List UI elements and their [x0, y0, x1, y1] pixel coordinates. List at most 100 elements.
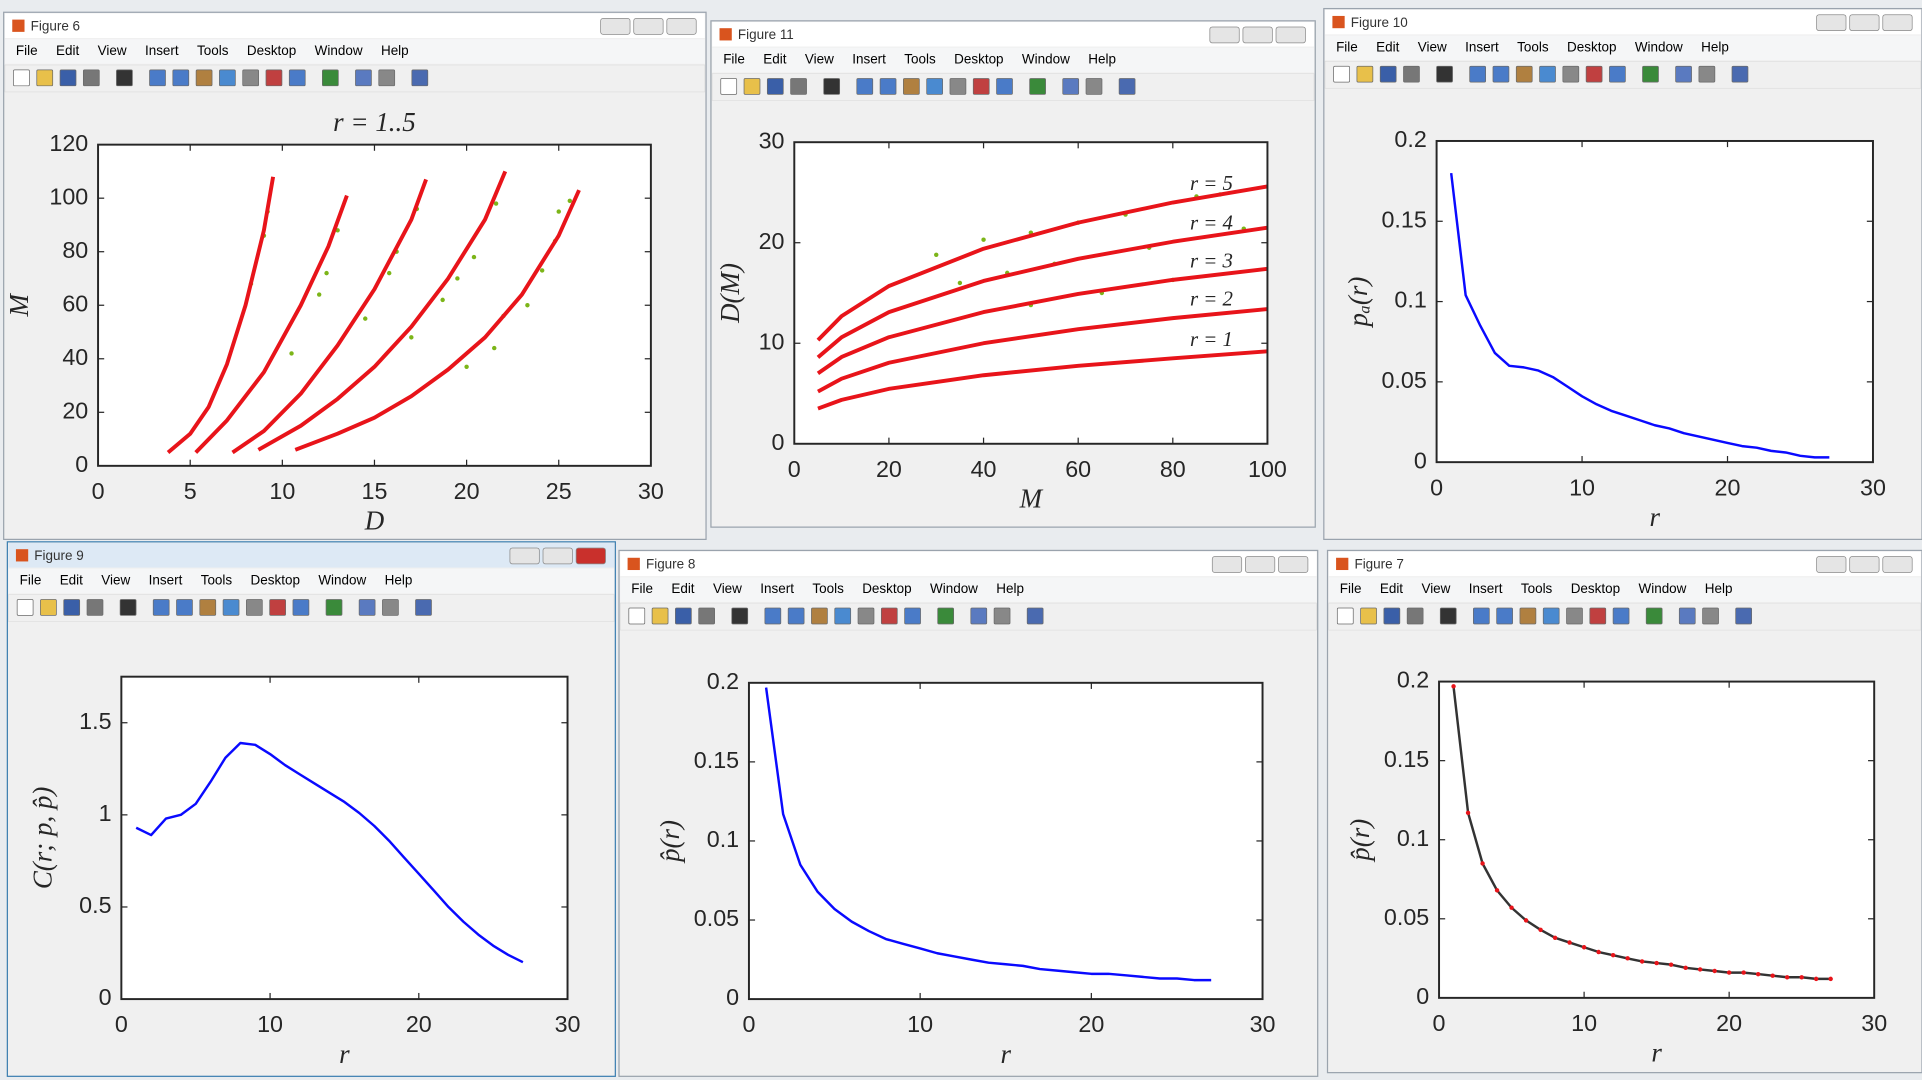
menu-item[interactable]: File — [1336, 39, 1358, 54]
toolbar-button[interactable] — [996, 78, 1013, 95]
toolbar-button[interactable] — [292, 599, 310, 616]
toolbar-button[interactable] — [937, 607, 955, 625]
toolbar-button[interactable] — [269, 599, 286, 616]
toolbar-button[interactable] — [1735, 607, 1752, 625]
toolbar-button[interactable] — [628, 607, 646, 625]
menu-item[interactable]: View — [713, 581, 742, 596]
toolbar-button[interactable] — [879, 78, 897, 95]
menu-item[interactable]: Help — [385, 573, 413, 588]
toolbar-button[interactable] — [1731, 65, 1749, 83]
menu-item[interactable]: Insert — [145, 43, 179, 58]
toolbar-button[interactable] — [355, 69, 372, 87]
toolbar-button[interactable] — [1566, 607, 1583, 625]
menu-item[interactable]: Edit — [763, 52, 786, 67]
toolbar-button[interactable] — [834, 607, 852, 625]
menu-item[interactable]: View — [1418, 39, 1447, 54]
toolbar-button[interactable] — [63, 599, 81, 616]
toolbar-button[interactable] — [1062, 78, 1080, 95]
toolbar-button[interactable] — [149, 69, 166, 87]
toolbar-button[interactable] — [993, 607, 1011, 625]
menu-item[interactable]: Desktop — [1571, 581, 1620, 596]
toolbar-button[interactable] — [1436, 65, 1453, 83]
menu-item[interactable]: Help — [996, 581, 1024, 596]
menu-item[interactable]: View — [98, 43, 127, 58]
toolbar-button[interactable] — [1439, 607, 1457, 625]
toolbar-button[interactable] — [382, 599, 399, 616]
menu-item[interactable]: View — [101, 573, 130, 588]
toolbar-button[interactable] — [1539, 65, 1556, 83]
menu-item[interactable]: View — [1421, 581, 1450, 596]
close-button[interactable] — [1882, 14, 1913, 32]
toolbar-button[interactable] — [86, 599, 104, 616]
toolbar-button[interactable] — [1562, 65, 1580, 83]
toolbar-button[interactable] — [1698, 65, 1716, 83]
menu-item[interactable]: Edit — [671, 581, 694, 596]
toolbar-button[interactable] — [1542, 607, 1560, 625]
menu-item[interactable]: Help — [381, 43, 409, 58]
maximize-button[interactable] — [1849, 14, 1880, 32]
maximize-button[interactable] — [1849, 556, 1880, 573]
menu-item[interactable]: File — [16, 43, 38, 58]
menu-item[interactable]: Help — [1701, 39, 1729, 54]
toolbar-button[interactable] — [40, 599, 57, 616]
toolbar-button[interactable] — [82, 69, 100, 87]
toolbar-button[interactable] — [119, 599, 137, 616]
toolbar-button[interactable] — [903, 78, 920, 95]
toolbar-button[interactable] — [265, 69, 283, 87]
toolbar-button[interactable] — [322, 69, 339, 87]
menu-item[interactable]: Help — [1705, 581, 1733, 596]
menu-item[interactable]: Window — [315, 43, 363, 58]
toolbar-button[interactable] — [59, 69, 77, 87]
toolbar-button[interactable] — [176, 599, 193, 616]
close-button[interactable] — [575, 547, 606, 565]
menu-item[interactable]: Insert — [1469, 581, 1503, 596]
toolbar-button[interactable] — [811, 607, 828, 625]
toolbar-button[interactable] — [823, 78, 841, 95]
menu-item[interactable]: Tools — [1517, 39, 1549, 54]
toolbar-button[interactable] — [1026, 607, 1044, 625]
toolbar-button[interactable] — [411, 69, 429, 87]
menu-item[interactable]: Edit — [1376, 39, 1399, 54]
toolbar-button[interactable] — [1519, 607, 1537, 625]
toolbar-button[interactable] — [698, 607, 715, 625]
toolbar-button[interactable] — [219, 69, 236, 87]
menu-item[interactable]: Edit — [60, 573, 83, 588]
toolbar-button[interactable] — [13, 69, 30, 87]
toolbar-button[interactable] — [16, 599, 34, 616]
toolbar-button[interactable] — [1675, 65, 1692, 83]
toolbar-button[interactable] — [1589, 607, 1607, 625]
toolbar-button[interactable] — [1085, 78, 1103, 95]
toolbar-button[interactable] — [949, 78, 967, 95]
toolbar-button[interactable] — [731, 607, 749, 625]
toolbar-button[interactable] — [1403, 65, 1420, 83]
toolbar-button[interactable] — [358, 599, 376, 616]
menu-item[interactable]: Help — [1088, 52, 1116, 67]
toolbar-button[interactable] — [1515, 65, 1533, 83]
close-button[interactable] — [666, 18, 697, 35]
toolbar-button[interactable] — [1118, 78, 1136, 95]
toolbar-button[interactable] — [1702, 607, 1719, 625]
toolbar-button[interactable] — [1678, 607, 1696, 625]
maximize-button[interactable] — [542, 547, 573, 565]
menu-item[interactable]: Window — [318, 573, 366, 588]
minimize-button[interactable] — [600, 18, 631, 35]
toolbar-button[interactable] — [1645, 607, 1663, 625]
minimize-button[interactable] — [509, 547, 540, 565]
menu-item[interactable]: File — [1340, 581, 1362, 596]
toolbar-button[interactable] — [743, 78, 761, 95]
toolbar-button[interactable] — [790, 78, 807, 95]
menu-item[interactable]: Tools — [1521, 581, 1553, 596]
toolbar-button[interactable] — [764, 607, 782, 625]
maximize-button[interactable] — [633, 18, 664, 35]
close-button[interactable] — [1275, 26, 1306, 44]
maximize-button[interactable] — [1245, 556, 1276, 573]
menu-item[interactable]: Insert — [1465, 39, 1499, 54]
toolbar-button[interactable] — [1496, 607, 1513, 625]
menu-item[interactable]: Desktop — [954, 52, 1003, 67]
minimize-button[interactable] — [1209, 26, 1240, 44]
toolbar-button[interactable] — [856, 78, 874, 95]
menu-item[interactable]: Edit — [56, 43, 79, 58]
menu-item[interactable]: Tools — [201, 573, 233, 588]
minimize-button[interactable] — [1816, 556, 1847, 573]
menu-item[interactable]: Window — [1022, 52, 1070, 67]
